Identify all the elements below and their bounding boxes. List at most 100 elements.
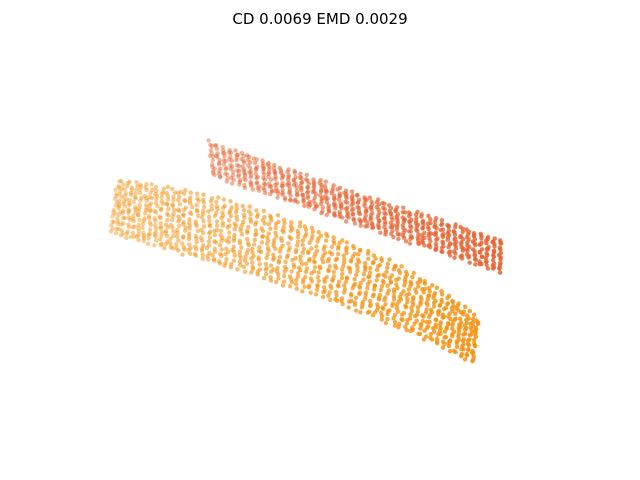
series-red-point	[393, 208, 398, 214]
series-red-point	[365, 220, 370, 225]
series-orange-point	[216, 195, 221, 200]
series-orange-point	[199, 215, 205, 220]
series-orange-point	[200, 211, 206, 217]
series-orange-point	[447, 349, 453, 354]
series-orange-point	[207, 235, 212, 240]
series-orange-point	[415, 280, 420, 285]
series-red-point	[460, 248, 465, 253]
series-orange-point	[289, 280, 295, 285]
series-red-point	[383, 232, 388, 237]
series-orange-point	[239, 232, 245, 237]
series-red-point	[223, 167, 228, 172]
series-orange-point	[329, 285, 334, 291]
series-red-point	[318, 201, 323, 207]
series-red-point	[221, 158, 227, 163]
series-orange-point	[436, 312, 441, 317]
series-orange-point	[183, 228, 188, 233]
series-red-point	[477, 262, 482, 267]
series-orange-point	[110, 219, 115, 224]
series-red-point	[434, 237, 439, 242]
series-red-point	[498, 256, 503, 262]
series-orange-point	[193, 253, 199, 258]
series-red-point	[413, 212, 419, 217]
series-red-point	[229, 175, 234, 181]
series-orange-point	[153, 191, 158, 197]
series-red-point	[280, 192, 285, 197]
series-red-point	[434, 247, 439, 252]
series-red-point	[224, 165, 229, 171]
series-orange-point	[312, 254, 317, 259]
series-red-point	[292, 170, 298, 176]
series-red-point	[428, 238, 433, 244]
series-orange-point	[357, 248, 363, 253]
series-orange-point	[152, 243, 157, 248]
series-orange-point	[263, 267, 268, 272]
series-orange-point	[146, 232, 151, 238]
series-orange-point	[248, 212, 253, 217]
series-orange-point	[244, 261, 250, 266]
series-orange-point	[148, 201, 154, 206]
series-red-point	[439, 245, 445, 250]
series-red-point	[453, 251, 458, 256]
series-orange-point	[298, 254, 303, 259]
series-orange-point	[181, 213, 186, 218]
series-orange-point	[284, 255, 290, 260]
series-orange-point	[320, 259, 326, 265]
series-orange-point	[165, 193, 170, 198]
series-red-point	[294, 185, 299, 190]
series-red-point	[211, 168, 216, 173]
series-orange-point	[114, 192, 119, 197]
series-orange-point	[397, 270, 403, 275]
series-orange-point	[141, 238, 146, 243]
series-orange-point	[186, 236, 192, 242]
series-orange-point	[117, 204, 122, 209]
series-orange-point	[144, 208, 149, 213]
series-orange-point	[387, 275, 392, 281]
series-orange-point	[379, 284, 385, 289]
series-orange-point	[144, 195, 149, 201]
series-orange-point	[441, 306, 447, 312]
series-orange-point	[108, 229, 114, 234]
series-orange-point	[121, 201, 126, 206]
series-orange-point	[128, 190, 134, 196]
series-orange-point	[408, 328, 413, 334]
series-orange-point	[189, 211, 194, 217]
series-orange-point	[147, 195, 152, 200]
series-orange-point	[273, 230, 278, 236]
series-orange-point	[257, 245, 262, 250]
series-orange-point	[158, 225, 163, 231]
series-orange-point	[245, 230, 250, 235]
series-orange-point	[430, 283, 435, 288]
series-orange-point	[212, 232, 217, 238]
series-orange-point	[161, 190, 166, 195]
series-orange-point	[187, 242, 192, 247]
series-orange-point	[252, 237, 257, 243]
series-red-point	[485, 266, 491, 271]
series-orange-point	[344, 276, 350, 281]
series-red-point	[377, 218, 382, 224]
series-red-point	[376, 225, 381, 231]
series-orange-point	[170, 214, 175, 219]
series-orange-point	[342, 290, 347, 295]
series-red-point	[237, 182, 242, 187]
series-orange-point	[171, 229, 176, 234]
series-orange-point	[223, 252, 228, 257]
series-orange-point	[250, 266, 256, 272]
series-orange-point	[228, 265, 233, 270]
series-orange-point	[172, 190, 178, 195]
series-orange-point	[314, 287, 320, 292]
series-red-point	[477, 249, 482, 255]
series-orange-point	[219, 247, 224, 252]
series-orange-point	[324, 238, 329, 243]
series-red-point	[390, 217, 395, 222]
series-orange-point	[326, 268, 331, 274]
series-orange-point	[460, 312, 466, 317]
series-orange-point	[207, 214, 212, 219]
series-red-point	[467, 260, 472, 265]
series-orange-point	[209, 207, 214, 212]
series-orange-point	[235, 267, 240, 272]
series-red-point	[256, 188, 262, 193]
series-red-point	[295, 193, 300, 198]
series-red-point	[324, 189, 329, 194]
series-red-point	[358, 223, 363, 228]
